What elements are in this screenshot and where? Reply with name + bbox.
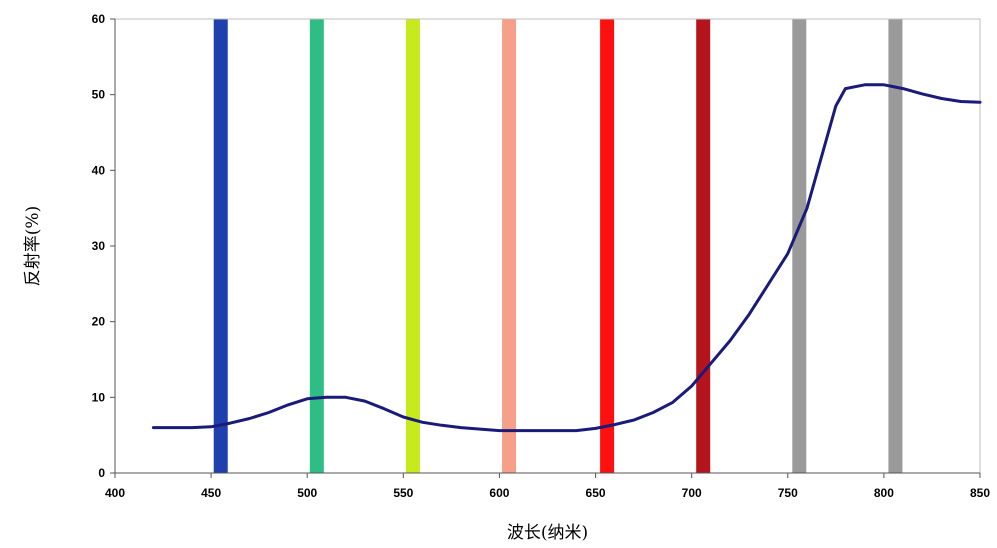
x-tick-label: 400 — [105, 486, 125, 500]
spectral-band-6 — [696, 19, 711, 473]
spectral-band-8 — [888, 19, 903, 473]
x-tick-label: 750 — [778, 486, 798, 500]
x-axis-title: 波长(纳米) — [507, 523, 588, 543]
series-layer — [151, 83, 982, 433]
spectral-band-1 — [213, 19, 228, 473]
y-tick-label: 50 — [92, 88, 106, 102]
x-ticks: 400 450 500 550 600 650 700 750 800 850 — [105, 473, 990, 500]
x-tick-label: 800 — [874, 486, 894, 500]
reflectance-curve-1 — [151, 83, 982, 433]
y-tick-label: 0 — [98, 466, 105, 480]
y-ticks: 0 10 20 30 40 50 60 — [92, 12, 115, 480]
x-tick-label: 600 — [489, 486, 509, 500]
spectral-band-5 — [600, 19, 615, 473]
y-axis-title: 反射率(%) — [23, 206, 43, 286]
x-tick-label: 650 — [586, 486, 606, 500]
y-tick-label: 10 — [92, 390, 106, 404]
x-tick-label: 700 — [682, 486, 702, 500]
y-tick-label: 20 — [92, 315, 106, 329]
spectral-band-4 — [502, 19, 517, 473]
spectral-band-2 — [309, 19, 324, 473]
y-tick-label: 30 — [92, 239, 106, 253]
bands-layer — [213, 19, 903, 473]
spectral-band-3 — [405, 19, 420, 473]
x-tick-label: 550 — [393, 486, 413, 500]
y-tick-label: 40 — [92, 163, 106, 177]
spectral-band-7 — [792, 19, 807, 473]
x-tick-label: 450 — [201, 486, 221, 500]
y-tick-label: 60 — [92, 12, 106, 26]
x-tick-label: 850 — [970, 486, 990, 500]
x-tick-label: 500 — [297, 486, 317, 500]
